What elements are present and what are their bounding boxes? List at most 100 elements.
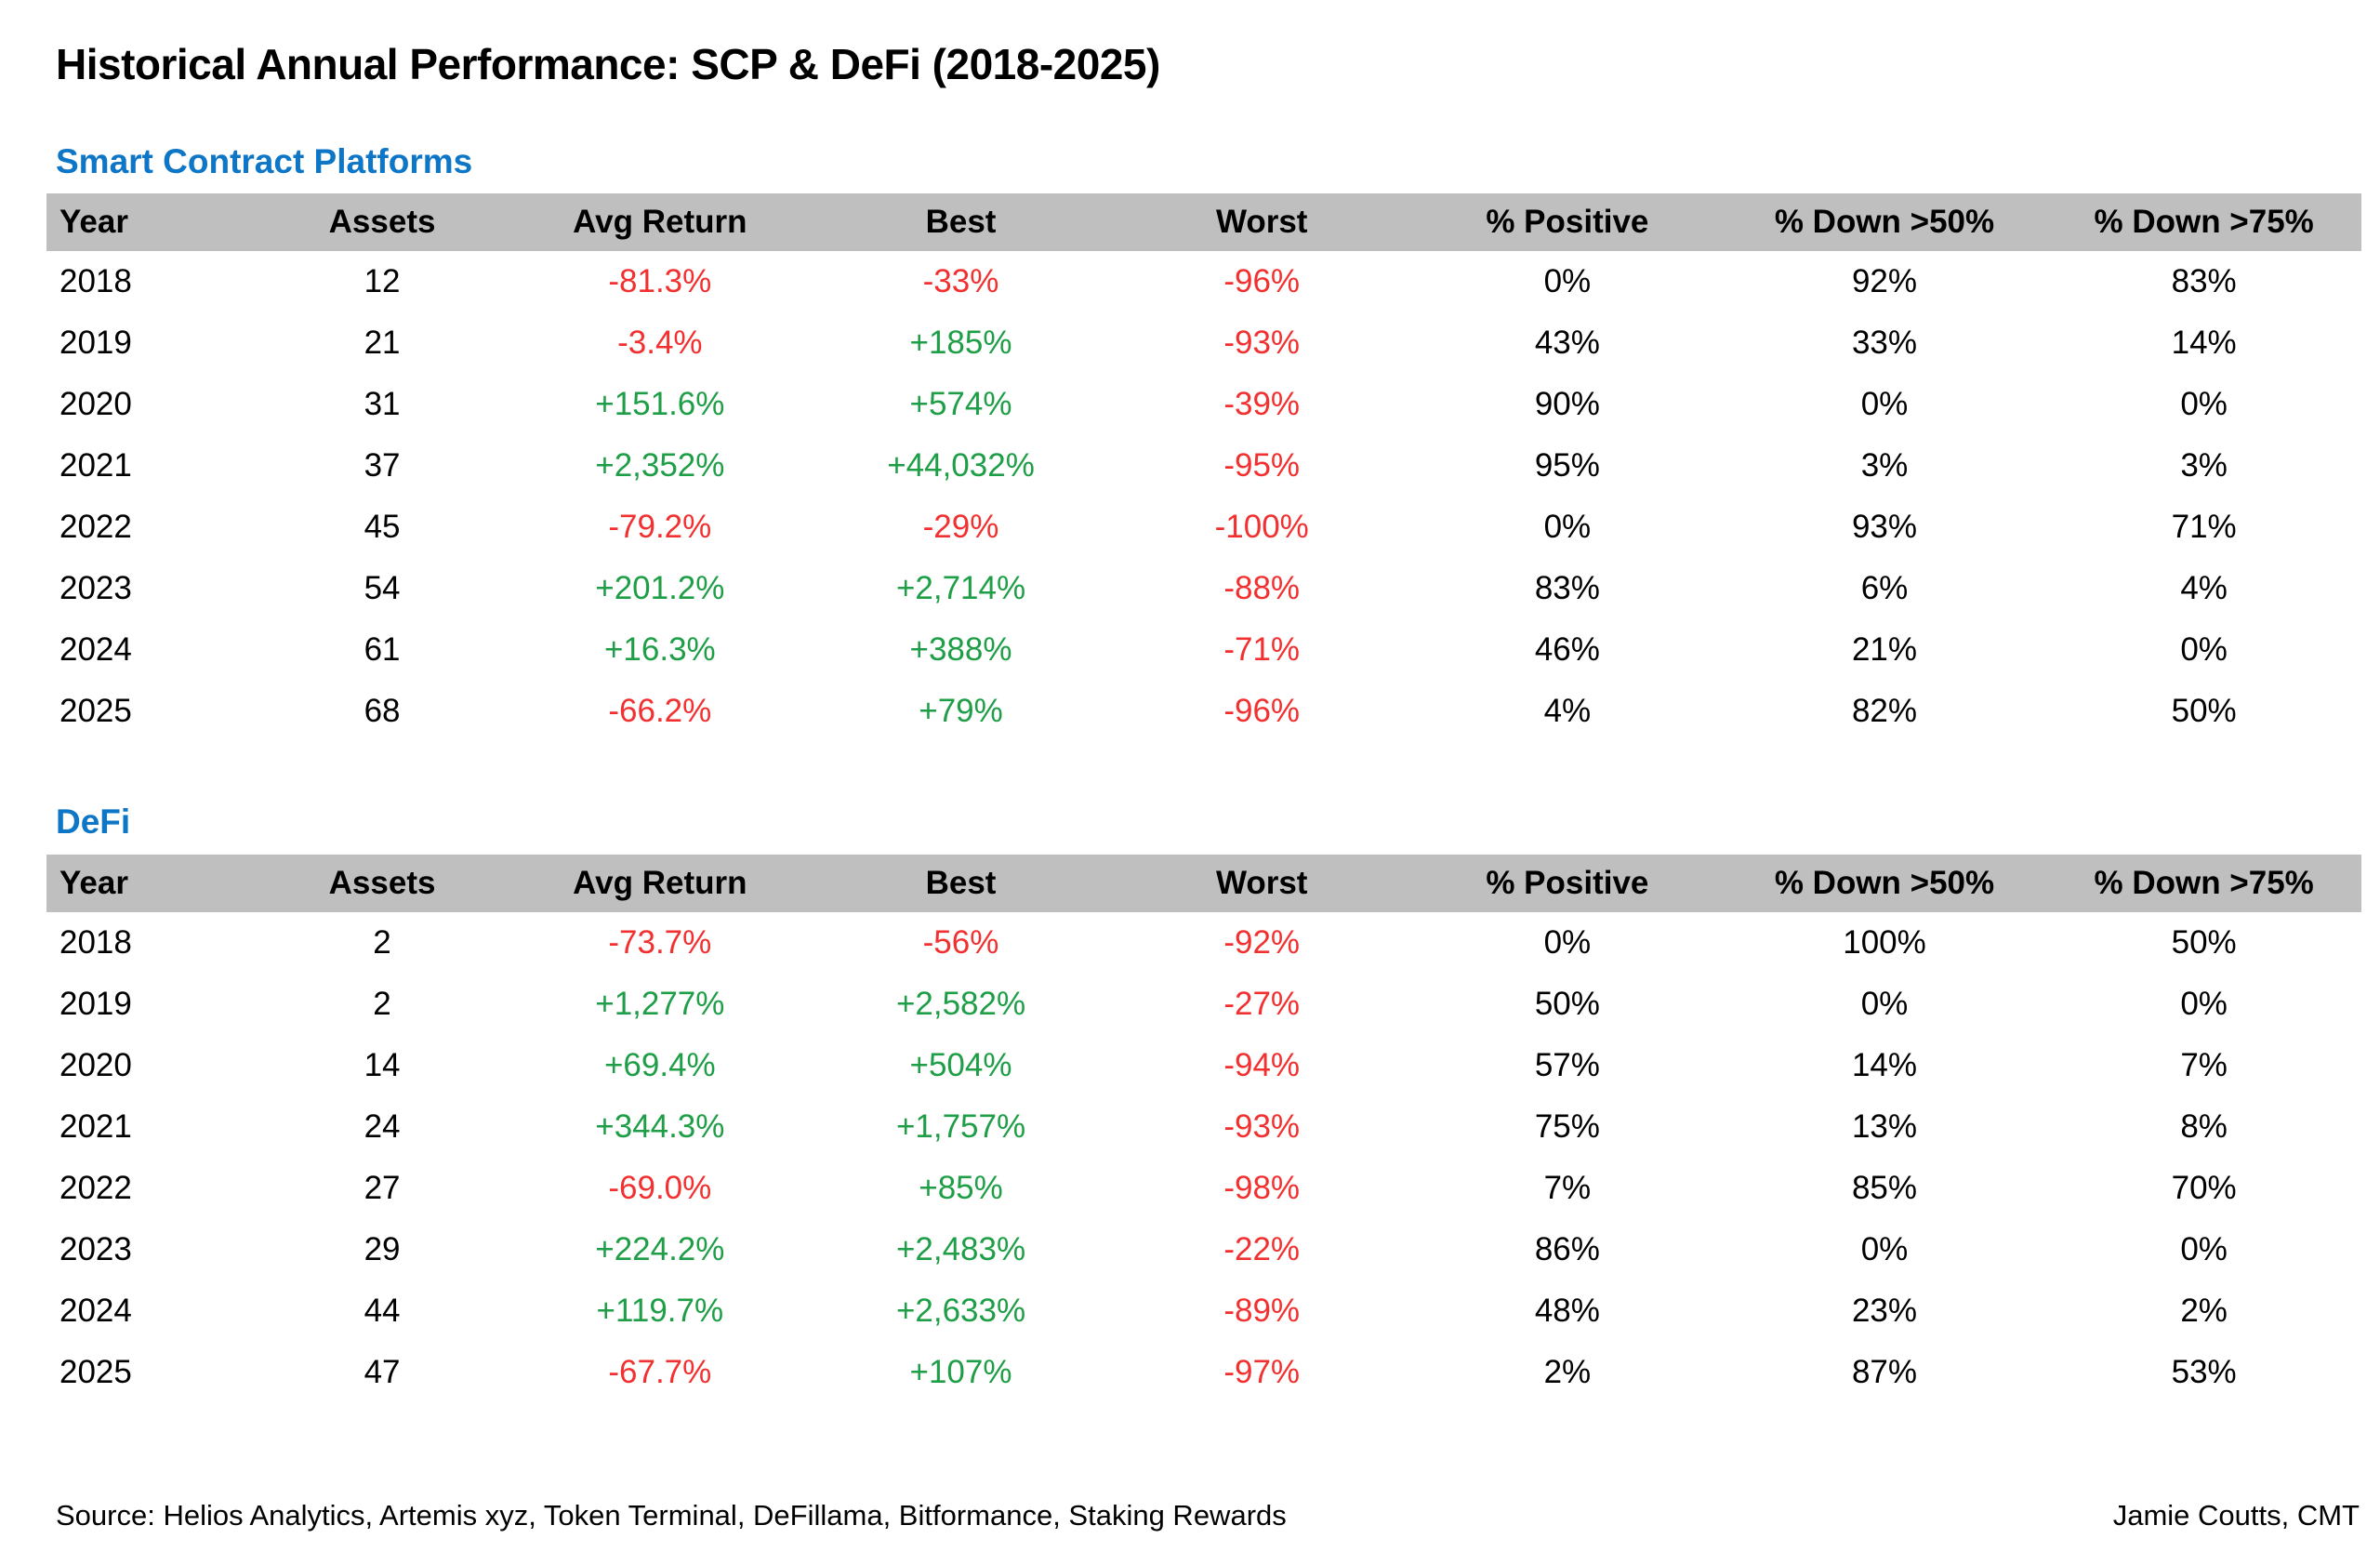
table-cell: 0% <box>1860 1230 1909 1267</box>
table-cell: 14% <box>2171 325 2237 362</box>
table-cell: 93% <box>1851 509 1918 546</box>
table-cell: -71% <box>1223 631 1301 669</box>
table-cell: 2019 <box>60 985 132 1022</box>
defi-table: Year Assets Avg Return Best Worst% Positive%… <box>46 854 2361 1403</box>
table-cell: 0% <box>1543 263 1592 300</box>
table-cell: -89% <box>1223 1292 1301 1329</box>
table-cell: +201.2% <box>595 570 725 607</box>
table-cell: 8% <box>2180 1107 2228 1145</box>
table-cell: 31 <box>364 386 401 423</box>
table-cell: -98% <box>1223 1169 1301 1206</box>
table-cell: 0% <box>1860 386 1909 423</box>
column-header: % Down >75% <box>2046 193 2361 252</box>
table-cell: +344.3% <box>595 1107 725 1145</box>
table-cell: -27% <box>1223 985 1301 1022</box>
table-row: 2023 54 +201.2% +2,714% -88% 83% 6% 4% <box>46 558 2361 619</box>
table-cell: -95% <box>1223 447 1301 484</box>
table-cell: 2024 <box>60 1292 132 1329</box>
column-header: Avg Return <box>509 193 811 252</box>
table-cell: 0% <box>2180 386 2228 423</box>
table-cell: 0% <box>2180 985 2228 1022</box>
table-header-row: Year Assets Avg Return Best Worst% Positive%… <box>46 854 2361 912</box>
table-cell: 0% <box>2180 631 2228 669</box>
section-title-defi: DeFi <box>56 802 131 842</box>
table-cell: 57% <box>1534 1046 1600 1083</box>
table-cell: 27 <box>364 1169 401 1206</box>
table-row: 2019 2 +1,277% +2,582% -27% 50% 0% 0% <box>46 974 2361 1035</box>
table-cell: +388% <box>909 631 1012 669</box>
table-row: 2019 21 -3.4% +185% -93% 43% 33% 14% <box>46 312 2361 374</box>
table-row: 2021 24 +344.3% +1,757% -93% 75% 13% 8% <box>46 1096 2361 1158</box>
source-text: Source: Helios Analytics, Artemis xyz, T… <box>56 1499 1287 1532</box>
table-cell: -56% <box>922 923 999 961</box>
table-cell: -96% <box>1223 693 1301 730</box>
table-cell: 12 <box>364 263 401 300</box>
table-cell: +85% <box>919 1169 1003 1206</box>
table-cell: +504% <box>909 1046 1012 1083</box>
footer: Source: Helios Analytics, Artemis xyz, T… <box>56 1499 2360 1532</box>
table-cell: -96% <box>1223 263 1301 300</box>
table-cell: -39% <box>1223 386 1301 423</box>
table-cell: 70% <box>2171 1169 2237 1206</box>
table-row: 2025 68 -66.2% +79% -96% 4% 82% 50% <box>46 681 2361 742</box>
table-cell: -33% <box>922 263 999 300</box>
table-cell: 2025 <box>60 1353 132 1390</box>
table-row: 2018 2 -73.7% -56% -92% 0% 100% 50% <box>46 912 2361 974</box>
table-cell: +151.6% <box>595 386 725 423</box>
table-cell: 2025 <box>60 693 132 730</box>
table-row: 2023 29 +224.2% +2,483% -22% 86% 0% 0% <box>46 1219 2361 1280</box>
table-row: 2022 27 -69.0% +85% -98% 7% 85% 70% <box>46 1158 2361 1219</box>
table-row: 2022 45 -79.2% -29% -100% 0% 93% 71% <box>46 497 2361 558</box>
table-cell: -3.4% <box>617 325 703 362</box>
column-header: % Positive <box>1412 193 1723 252</box>
table-cell: 23% <box>1851 1292 1918 1329</box>
table-cell: +44,032% <box>887 447 1035 484</box>
table-cell: 2020 <box>60 386 132 423</box>
table-cell: -69.0% <box>608 1169 712 1206</box>
table-cell: 2% <box>1543 1353 1592 1390</box>
table-cell: +2,352% <box>595 447 725 484</box>
table-cell: 95% <box>1534 447 1600 484</box>
section-title-smart-contract-platforms: Smart Contract Platforms <box>56 141 473 180</box>
table-cell: +16.3% <box>603 631 716 669</box>
table-cell: -92% <box>1223 923 1301 961</box>
table-cell: +79% <box>919 693 1003 730</box>
table-cell: 46% <box>1534 631 1600 669</box>
table-cell: 2018 <box>60 263 132 300</box>
table-cell: 2021 <box>60 447 132 484</box>
table-cell: -29% <box>922 509 999 546</box>
table-cell: 2020 <box>60 1046 132 1083</box>
table-cell: 2022 <box>60 1169 132 1206</box>
table-cell: 29 <box>364 1230 401 1267</box>
column-header: % Positive <box>1412 854 1723 912</box>
table-cell: 2024 <box>60 631 132 669</box>
table-cell: 2023 <box>60 570 132 607</box>
table-cell: 44 <box>364 1292 401 1329</box>
table-cell: +2,483% <box>895 1230 1026 1267</box>
scp-table: Year Assets Avg Return Best Worst% Positive%… <box>46 193 2361 742</box>
table-cell: 7% <box>1543 1169 1592 1206</box>
table-cell: +107% <box>909 1353 1012 1390</box>
table-cell: 90% <box>1534 386 1600 423</box>
table-row: 2024 61 +16.3% +388% -71% 46% 21% 0% <box>46 619 2361 681</box>
table-cell: 7% <box>2180 1046 2228 1083</box>
table-row: 2021 37 +2,352% +44,032% -95% 95% 3% 3% <box>46 435 2361 497</box>
table-cell: 50% <box>2171 923 2237 961</box>
table-header-row: Year Assets Avg Return Best Worst% Positive%… <box>46 193 2361 252</box>
table-cell: 45 <box>364 509 401 546</box>
table-cell: -73.7% <box>608 923 712 961</box>
table-cell: 33% <box>1851 325 1918 362</box>
table-cell: 14% <box>1851 1046 1918 1083</box>
column-header: Best <box>810 193 1112 252</box>
table-cell: 92% <box>1851 263 1918 300</box>
table-cell: 85% <box>1851 1169 1918 1206</box>
table-cell: 53% <box>2171 1353 2237 1390</box>
table-cell: -94% <box>1223 1046 1301 1083</box>
table-cell: -93% <box>1223 325 1301 362</box>
column-header: Assets <box>255 854 509 912</box>
table-cell: 71% <box>2171 509 2237 546</box>
table-cell: 47 <box>364 1353 401 1390</box>
table-cell: -81.3% <box>608 263 712 300</box>
table-cell: 2 <box>373 985 391 1022</box>
table-cell: 61 <box>364 631 401 669</box>
